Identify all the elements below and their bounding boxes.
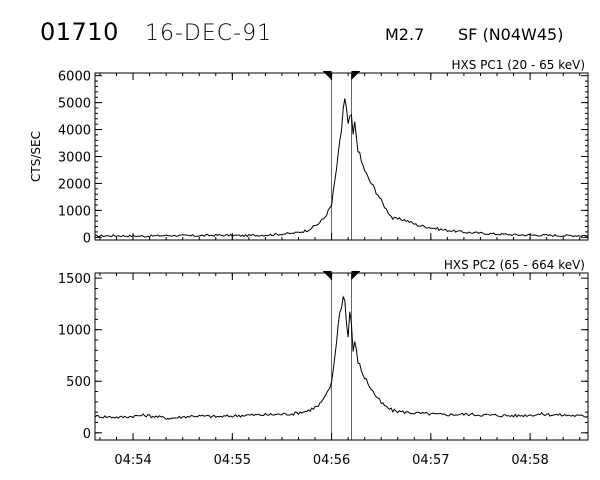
goes-class: M2.7 (385, 25, 424, 44)
interval-marker (351, 271, 361, 280)
y-tick-label: 500 (66, 375, 91, 390)
x-tick-label: 04:58 (511, 453, 548, 468)
y-tick-label: 5000 (58, 97, 91, 112)
plot-frame (94, 72, 589, 241)
event-id: 01710 (40, 18, 119, 46)
interval-marker (322, 71, 332, 80)
event-date: 16-DEC-91 (145, 21, 272, 46)
optical-class: SF (N04W45) (458, 25, 563, 44)
y-tick-label: 4000 (58, 124, 91, 139)
x-tick-label: 04:54 (114, 453, 151, 468)
y-tick-label: 0 (83, 427, 91, 442)
x-tick-label: 04:57 (412, 453, 449, 468)
series-line (95, 98, 589, 238)
x-tick-label: 04:56 (313, 453, 350, 468)
panel-label: HXS PC2 (65 - 664 keV) (444, 258, 585, 272)
y-tick-label: 0 (83, 231, 91, 246)
y-axis-label: CTS/SEC (29, 131, 43, 182)
y-tick-label: 1500 (58, 272, 91, 287)
interval-marker (322, 271, 332, 280)
series-line (94, 295, 589, 420)
y-tick-label: 1000 (58, 204, 91, 219)
plot-frame (94, 272, 589, 441)
y-tick-label: 1000 (58, 324, 91, 339)
x-tick-label: 04:55 (214, 453, 251, 468)
panel-label: HXS PC1 (20 - 65 keV) (451, 58, 585, 72)
interval-marker (351, 71, 361, 80)
y-tick-label: 6000 (58, 70, 91, 85)
y-tick-label: 2000 (58, 177, 91, 192)
panel-pc1: 0 1000 2000 3000 4000 5000 6000 HXS PC1 (20 - 6… (29, 58, 589, 246)
panel-pc2: 0 500 1000 1500 04:54 04:55 04:56 04:57 04:58 HXS… (58, 258, 589, 468)
y-tick-label: 3000 (58, 151, 91, 166)
